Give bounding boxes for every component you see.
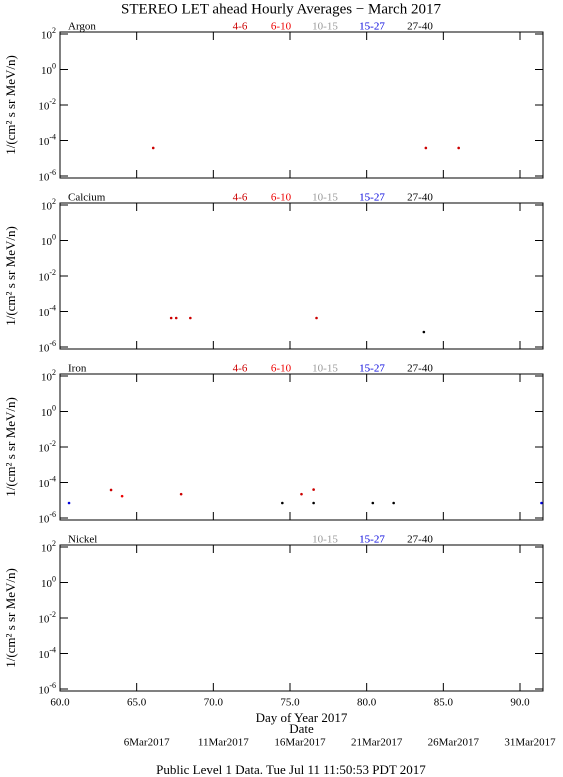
data-point [151,146,155,150]
date-tick-label: 31Mar2017 [504,737,556,749]
x-tick-label: 75.0 [280,697,300,709]
y-tick-label: 102 [41,539,56,555]
y-axis-label: 1/(cm² s sr MeV/n) [3,568,18,668]
y-tick-label: 10-4 [38,303,56,319]
x-axis-label: Day of Year 2017 [256,710,348,725]
y-tick-label: 10-6 [38,510,56,526]
data-point [120,494,124,498]
plot-frame [59,202,544,350]
legend-entry: 27-40 [407,192,433,204]
data-point [540,501,543,505]
panel-label: Argon [68,21,96,33]
y-tick-label: 10-4 [38,132,56,148]
y-tick-label: 100 [41,61,56,77]
y-tick-label: 10-4 [38,645,56,661]
legend-entry: 6-10 [271,192,292,204]
x-tick-label: 60.0 [50,697,70,709]
data-point [312,488,315,491]
y-tick-label: 10-6 [38,339,56,355]
data-point [312,501,315,505]
panel-label: Calcium [68,192,106,204]
data-point [281,501,284,505]
footer: Public Level 1 Data. Tue Jul 11 11:50:53… [156,762,426,777]
y-tick-label: 100 [41,574,56,590]
y-tick-label: 10-2 [38,268,56,284]
data-point [179,492,183,496]
x2-axis-label: Date [289,721,314,736]
data-point [315,316,318,320]
legend-entry: 15-27 [359,363,385,375]
legend-entry: 10-15 [312,192,338,204]
legend-entry: 27-40 [407,21,433,33]
plot-frame [59,31,544,179]
panel-label: Iron [68,363,87,375]
y-axis-label: 1/(cm² s sr MeV/n) [3,397,18,497]
x-tick-label: 80.0 [357,697,377,709]
plot-frame [59,373,544,521]
chart-title: STEREO LET ahead Hourly Averages − March… [121,1,441,17]
plot-frame [59,544,544,692]
y-tick-label: 10-2 [38,439,56,455]
y-tick-label: 102 [41,197,56,213]
data-point [189,316,192,320]
y-tick-label: 10-2 [38,610,56,626]
data-point [392,501,395,505]
legend-entry: 6-10 [271,21,292,33]
x-tick-label: 65.0 [127,697,147,709]
legend-entry: 4-6 [233,21,248,33]
data-point [422,330,426,334]
legend-entry: 10-15 [312,363,338,375]
y-axis-label: 1/(cm² s sr MeV/n) [3,226,18,326]
legend-entry: 27-40 [407,534,433,546]
legend-entry: 6-10 [271,363,292,375]
data-point [174,316,178,320]
y-axis-label: 1/(cm² s sr MeV/n) [3,55,18,155]
legend-entry: 10-15 [312,534,338,546]
y-tick-label: 10-2 [38,97,56,113]
date-tick-label: 6Mar2017 [124,737,170,749]
panel-label: Nickel [68,534,97,546]
date-tick-label: 26Mar2017 [428,737,480,749]
data-point [457,146,460,150]
data-point [109,488,113,492]
legend-entry: 10-15 [312,21,338,33]
date-tick-label: 21Mar2017 [351,737,403,749]
y-tick-label: 102 [41,26,56,42]
x-tick-label: 85.0 [434,697,454,709]
date-tick-label: 16Mar2017 [274,737,326,749]
legend-entry: 15-27 [359,192,385,204]
y-tick-label: 10-6 [38,681,56,697]
data-point [371,501,375,505]
legend-entry: 15-27 [359,534,385,546]
legend-entry: 15-27 [359,21,385,33]
x-tick-label: 90.0 [510,697,530,709]
y-tick-label: 102 [41,368,56,384]
legend-entry: 4-6 [233,363,248,375]
date-tick-label: 11Mar2017 [198,737,249,749]
data-point [424,146,428,150]
legend-entry: 4-6 [233,192,248,204]
y-tick-label: 10-6 [38,168,56,184]
y-tick-label: 100 [41,232,56,248]
legend-entry: 27-40 [407,363,433,375]
y-tick-label: 100 [41,403,56,419]
data-point [67,501,71,505]
data-point [300,492,303,496]
x-tick-label: 70.0 [204,697,224,709]
data-point [169,316,173,320]
y-tick-label: 10-4 [38,474,56,490]
